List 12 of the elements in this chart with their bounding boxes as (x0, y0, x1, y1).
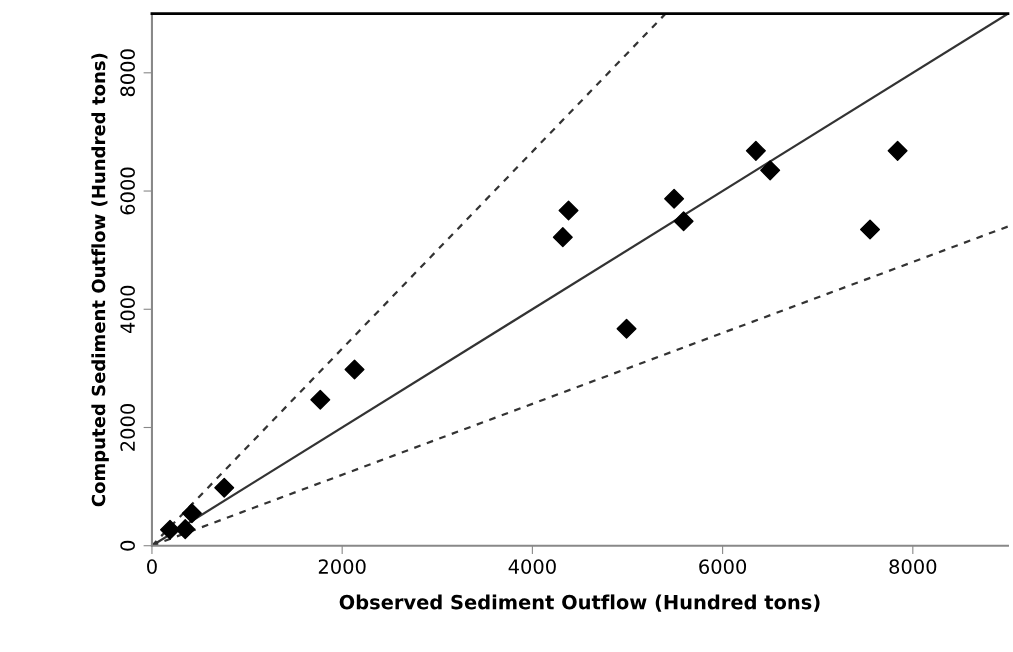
x-tick-label: 8000 (889, 559, 937, 574)
y-tick-label: 6000 (120, 167, 135, 215)
y-tick-label: 0 (120, 540, 135, 551)
y-tick-label: 8000 (120, 49, 135, 97)
x-tick-label: 6000 (699, 559, 747, 574)
y-axis-title: Computed Sediment Outflow (Hundred tons) (91, 53, 109, 507)
y-tick-label: 2000 (120, 404, 135, 451)
x-tick-label: 2000 (318, 559, 366, 574)
x-tick-label: 0 (147, 559, 157, 574)
x-axis-title: Observed Sediment Outflow (Hundred tons) (339, 594, 820, 612)
x-tick-label: 4000 (508, 559, 556, 574)
y-tick-label: 4000 (120, 285, 135, 334)
